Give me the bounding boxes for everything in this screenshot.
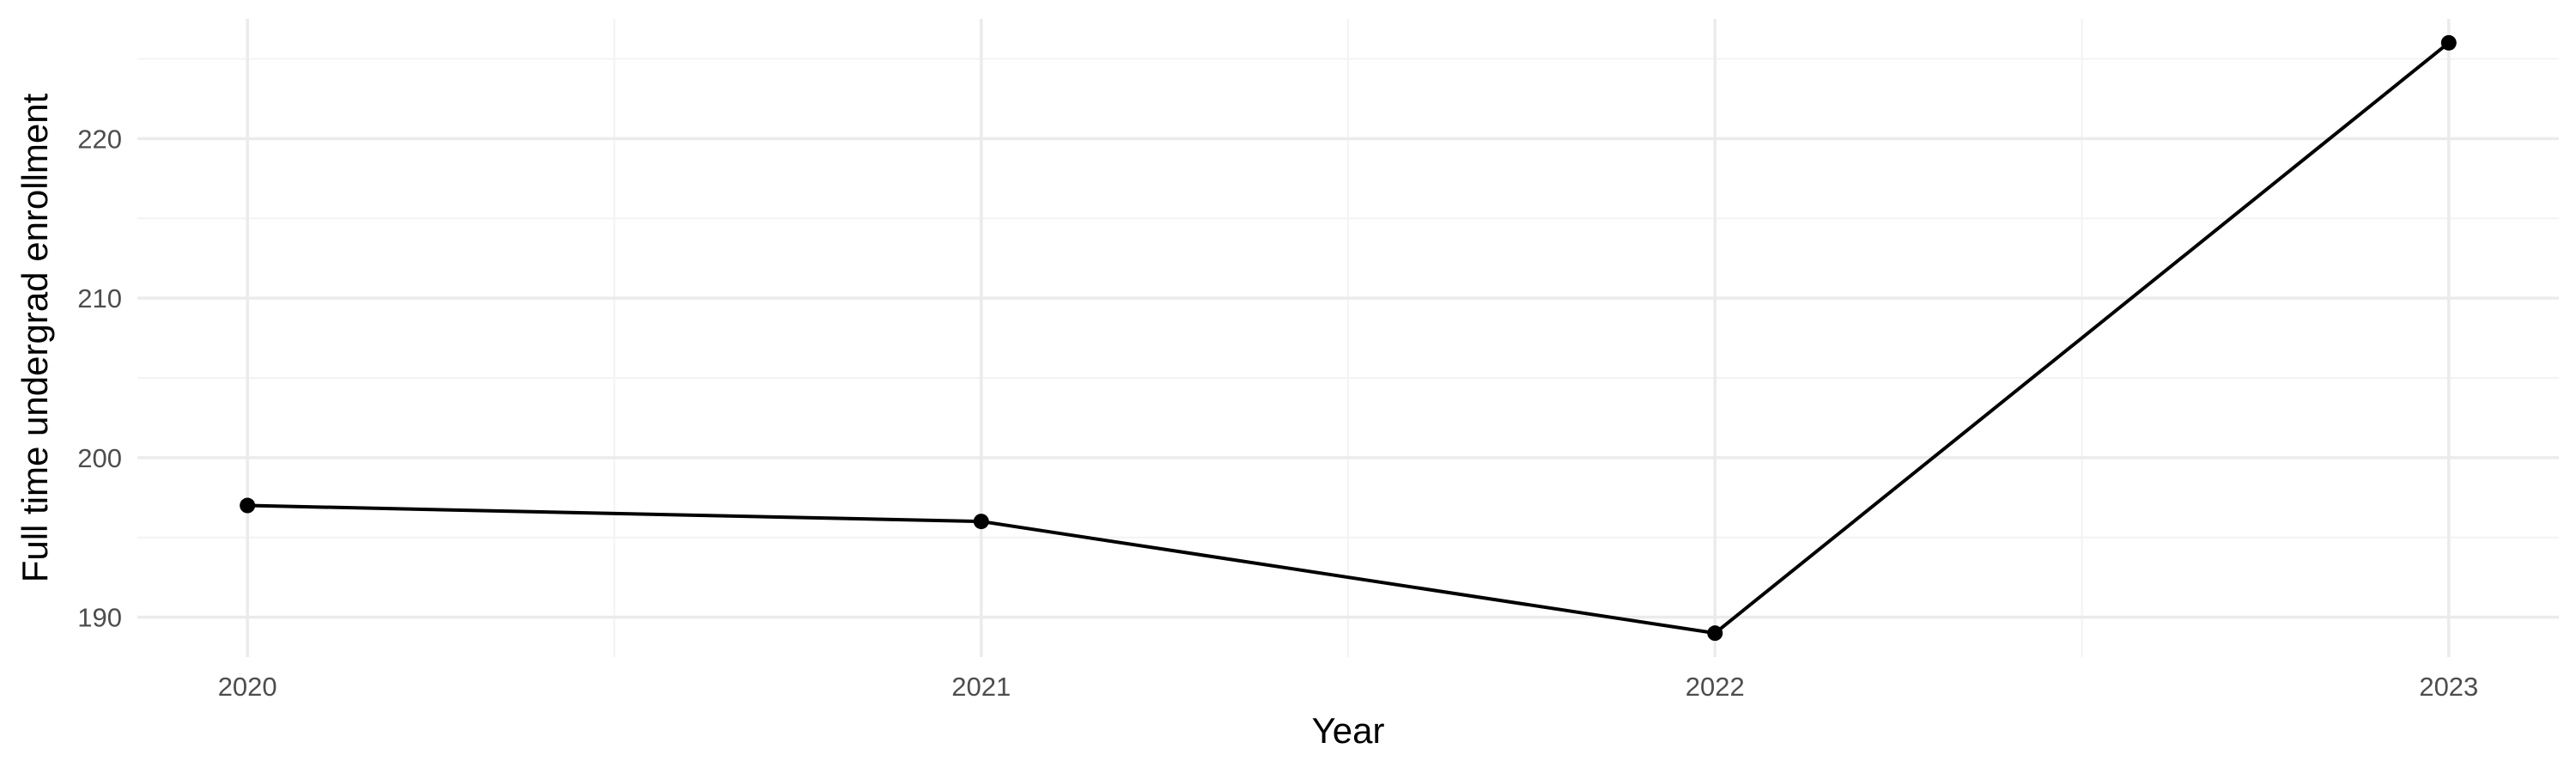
y-tick-labels: 190 200 210 220 [77, 124, 122, 632]
x-tick-label: 2021 [951, 672, 1011, 702]
x-axis-title: Year [1312, 710, 1385, 751]
x-tick-label: 2022 [1686, 672, 1745, 702]
x-tick-label: 2020 [218, 672, 277, 702]
data-point [240, 497, 256, 514]
y-axis-title: Full time undergrad enrollment [15, 93, 55, 582]
y-tick-label: 200 [77, 443, 122, 473]
major-gridlines [137, 19, 2559, 657]
minor-gridlines [137, 19, 2559, 657]
series-layer [246, 40, 2451, 636]
series-line [246, 40, 2451, 636]
y-tick-label: 220 [77, 124, 122, 154]
x-tick-labels: 2020 2021 2022 2023 [218, 672, 2479, 702]
data-point [2440, 34, 2457, 51]
y-tick-label: 190 [77, 603, 122, 633]
data-point [1707, 625, 1723, 642]
data-point [973, 514, 989, 530]
x-tick-label: 2023 [2419, 672, 2478, 702]
points-layer [240, 34, 2457, 642]
y-tick-label: 210 [77, 283, 122, 313]
